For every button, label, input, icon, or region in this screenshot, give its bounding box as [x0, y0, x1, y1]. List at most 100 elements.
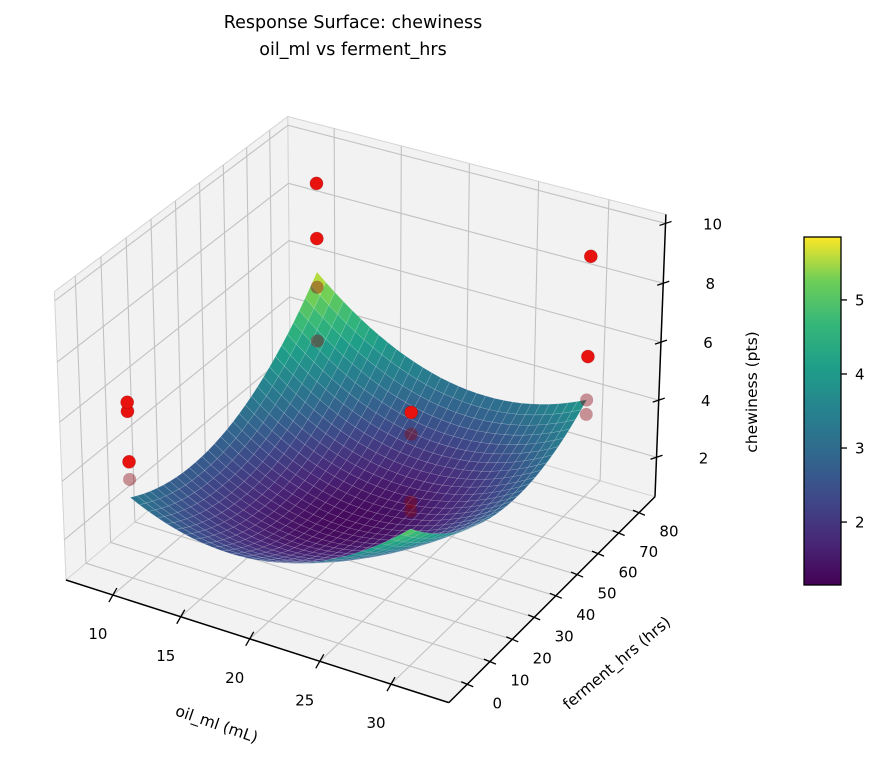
colorbar-tick-label: 4	[855, 365, 865, 383]
tick-mark	[108, 587, 118, 603]
surface-quad	[565, 409, 582, 423]
surface-quad	[548, 437, 565, 450]
scatter-points	[120, 176, 598, 518]
colorbar-tick-label: 3	[855, 440, 865, 458]
grid-line	[222, 164, 229, 444]
y-tick-label: 60	[618, 564, 637, 582]
x-tick-label: 25	[295, 691, 314, 709]
scatter-point	[581, 349, 595, 364]
z-tick-label: 4	[701, 392, 711, 410]
z-tick-label: 8	[705, 275, 715, 293]
grid-line	[64, 352, 291, 541]
tick-mark	[505, 636, 519, 643]
y-tick-label: 0	[492, 694, 502, 712]
y-axis-title: ferment_hrs (hrs)	[559, 613, 675, 714]
grid-line	[174, 200, 183, 483]
scatter-point-occluded	[310, 334, 324, 348]
grid-line	[125, 237, 136, 523]
axes3d: 101520253001020304050607080246810oil_ml …	[53, 115, 761, 748]
x-tick-label: 15	[156, 647, 175, 665]
y-tick-label: 50	[598, 585, 617, 603]
response-surface-mesh	[129, 271, 588, 564]
grid-line	[288, 182, 664, 284]
x-axis-title: oil_ml (mL)	[173, 702, 261, 748]
x-tick-label: 30	[366, 714, 385, 732]
colorbar-tick-label: 2	[855, 514, 865, 532]
z-tick-label: 2	[699, 449, 709, 467]
scatter-point-occluded	[404, 495, 418, 509]
surface-quad	[400, 528, 418, 537]
y-tick-label: 10	[510, 672, 529, 690]
grid-line	[287, 124, 666, 224]
x-tick-label: 20	[225, 669, 244, 687]
colorbar-outline	[803, 236, 842, 586]
scatter-point	[309, 231, 324, 246]
surface-quad	[491, 505, 507, 515]
y-tick-label: 30	[555, 627, 574, 645]
scatter-point-occluded	[123, 472, 137, 486]
tick-mark	[460, 681, 474, 688]
x-tick-label: 10	[88, 625, 107, 643]
surface-quad	[502, 495, 519, 505]
tick-mark	[591, 550, 605, 557]
scatter-point-occluded	[579, 407, 593, 421]
axis-lines	[65, 214, 667, 704]
z-tick-label: 10	[703, 215, 722, 233]
scatter-point-occluded	[404, 427, 418, 441]
tick-mark	[612, 529, 625, 537]
scatter-point	[583, 249, 598, 264]
tick-mark	[650, 454, 663, 460]
grid-line	[110, 541, 491, 663]
z-axis-title: chewiness (pts)	[743, 331, 761, 452]
grid-line	[59, 240, 290, 423]
grid-line	[150, 219, 160, 502]
tick-mark	[657, 280, 670, 286]
grid-line	[61, 296, 290, 482]
chart-title-line2: oil_ml vs ferment_hrs	[259, 40, 447, 61]
tick-mark	[315, 653, 325, 669]
scatter-point-occluded	[404, 504, 418, 518]
tick-mark	[652, 397, 665, 403]
y-tick-label: 80	[659, 523, 678, 541]
chart-title-line1: Response Surface: chewiness	[223, 13, 483, 33]
y-axis-line	[448, 496, 656, 704]
x-axis-line	[65, 579, 450, 704]
tick-mark	[659, 220, 672, 227]
surface-quad	[412, 531, 430, 539]
surface-quad	[473, 518, 490, 527]
scatter-point	[122, 454, 136, 469]
tick-mark	[570, 571, 584, 578]
tick-mark	[549, 592, 563, 599]
grid-line	[134, 521, 513, 640]
grid-line	[56, 182, 289, 363]
z-tick-label: 6	[703, 334, 713, 352]
grid-line	[246, 147, 252, 425]
scatter-point	[404, 405, 419, 420]
colorbar: 2 3 4 5	[803, 236, 865, 586]
scatter-point-occluded	[580, 393, 594, 407]
surface-quad	[449, 529, 466, 536]
grid-line	[288, 240, 662, 343]
tick-mark	[176, 609, 186, 625]
grid-line	[599, 199, 610, 481]
surface-quad	[571, 399, 588, 413]
y-tick-label: 40	[576, 606, 595, 624]
scatter-point-occluded	[310, 280, 324, 294]
surface-quad	[525, 469, 542, 481]
grid-line	[74, 275, 87, 564]
grid-line	[269, 130, 274, 406]
surface-quad	[437, 532, 454, 539]
grid-line	[100, 256, 112, 543]
tick-mark	[632, 509, 646, 516]
z-axis-line	[654, 214, 667, 497]
surface-quad	[455, 527, 472, 535]
grid-line	[390, 480, 601, 685]
surface-quad	[542, 446, 559, 458]
y-tick-label: 20	[533, 649, 552, 667]
tick-mark	[483, 658, 497, 665]
grid-line	[199, 182, 207, 463]
surface-quad	[508, 489, 525, 500]
